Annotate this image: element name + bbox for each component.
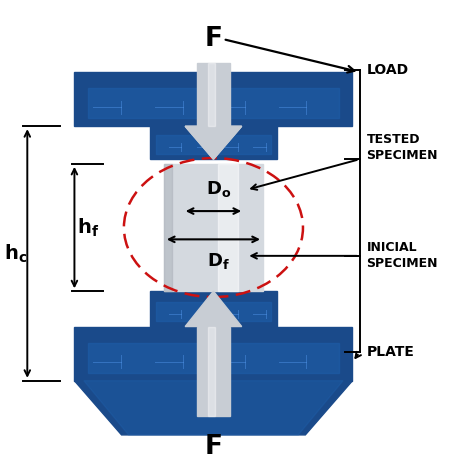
Text: PLATE: PLATE <box>366 346 414 359</box>
Bar <box>74 72 353 126</box>
Polygon shape <box>208 63 215 126</box>
Text: LOAD: LOAD <box>366 63 409 77</box>
Bar <box>88 343 338 373</box>
Text: $\mathbf{h_f}$: $\mathbf{h_f}$ <box>77 217 100 239</box>
Polygon shape <box>185 126 242 159</box>
Polygon shape <box>84 381 343 435</box>
Bar <box>164 164 263 291</box>
Bar <box>219 164 238 291</box>
Text: $\mathbf{h_c}$: $\mathbf{h_c}$ <box>4 242 27 264</box>
Polygon shape <box>197 63 230 126</box>
Text: $\mathbf{D_o}$: $\mathbf{D_o}$ <box>206 179 231 199</box>
Bar <box>156 302 271 321</box>
Bar <box>164 164 172 291</box>
Text: F: F <box>204 26 222 52</box>
Text: INICIAL
SPECIMEN: INICIAL SPECIMEN <box>366 241 438 270</box>
Polygon shape <box>197 327 230 416</box>
Polygon shape <box>185 291 242 327</box>
Bar <box>150 291 277 327</box>
Polygon shape <box>208 327 215 416</box>
Bar <box>88 88 338 118</box>
Text: $\mathbf{D_f}$: $\mathbf{D_f}$ <box>207 251 229 271</box>
Bar <box>156 135 271 154</box>
Polygon shape <box>74 381 353 435</box>
Text: F: F <box>204 434 222 460</box>
Bar <box>150 124 277 159</box>
Polygon shape <box>185 126 242 159</box>
Bar <box>74 327 353 381</box>
Text: TESTED
SPECIMEN: TESTED SPECIMEN <box>366 133 438 162</box>
